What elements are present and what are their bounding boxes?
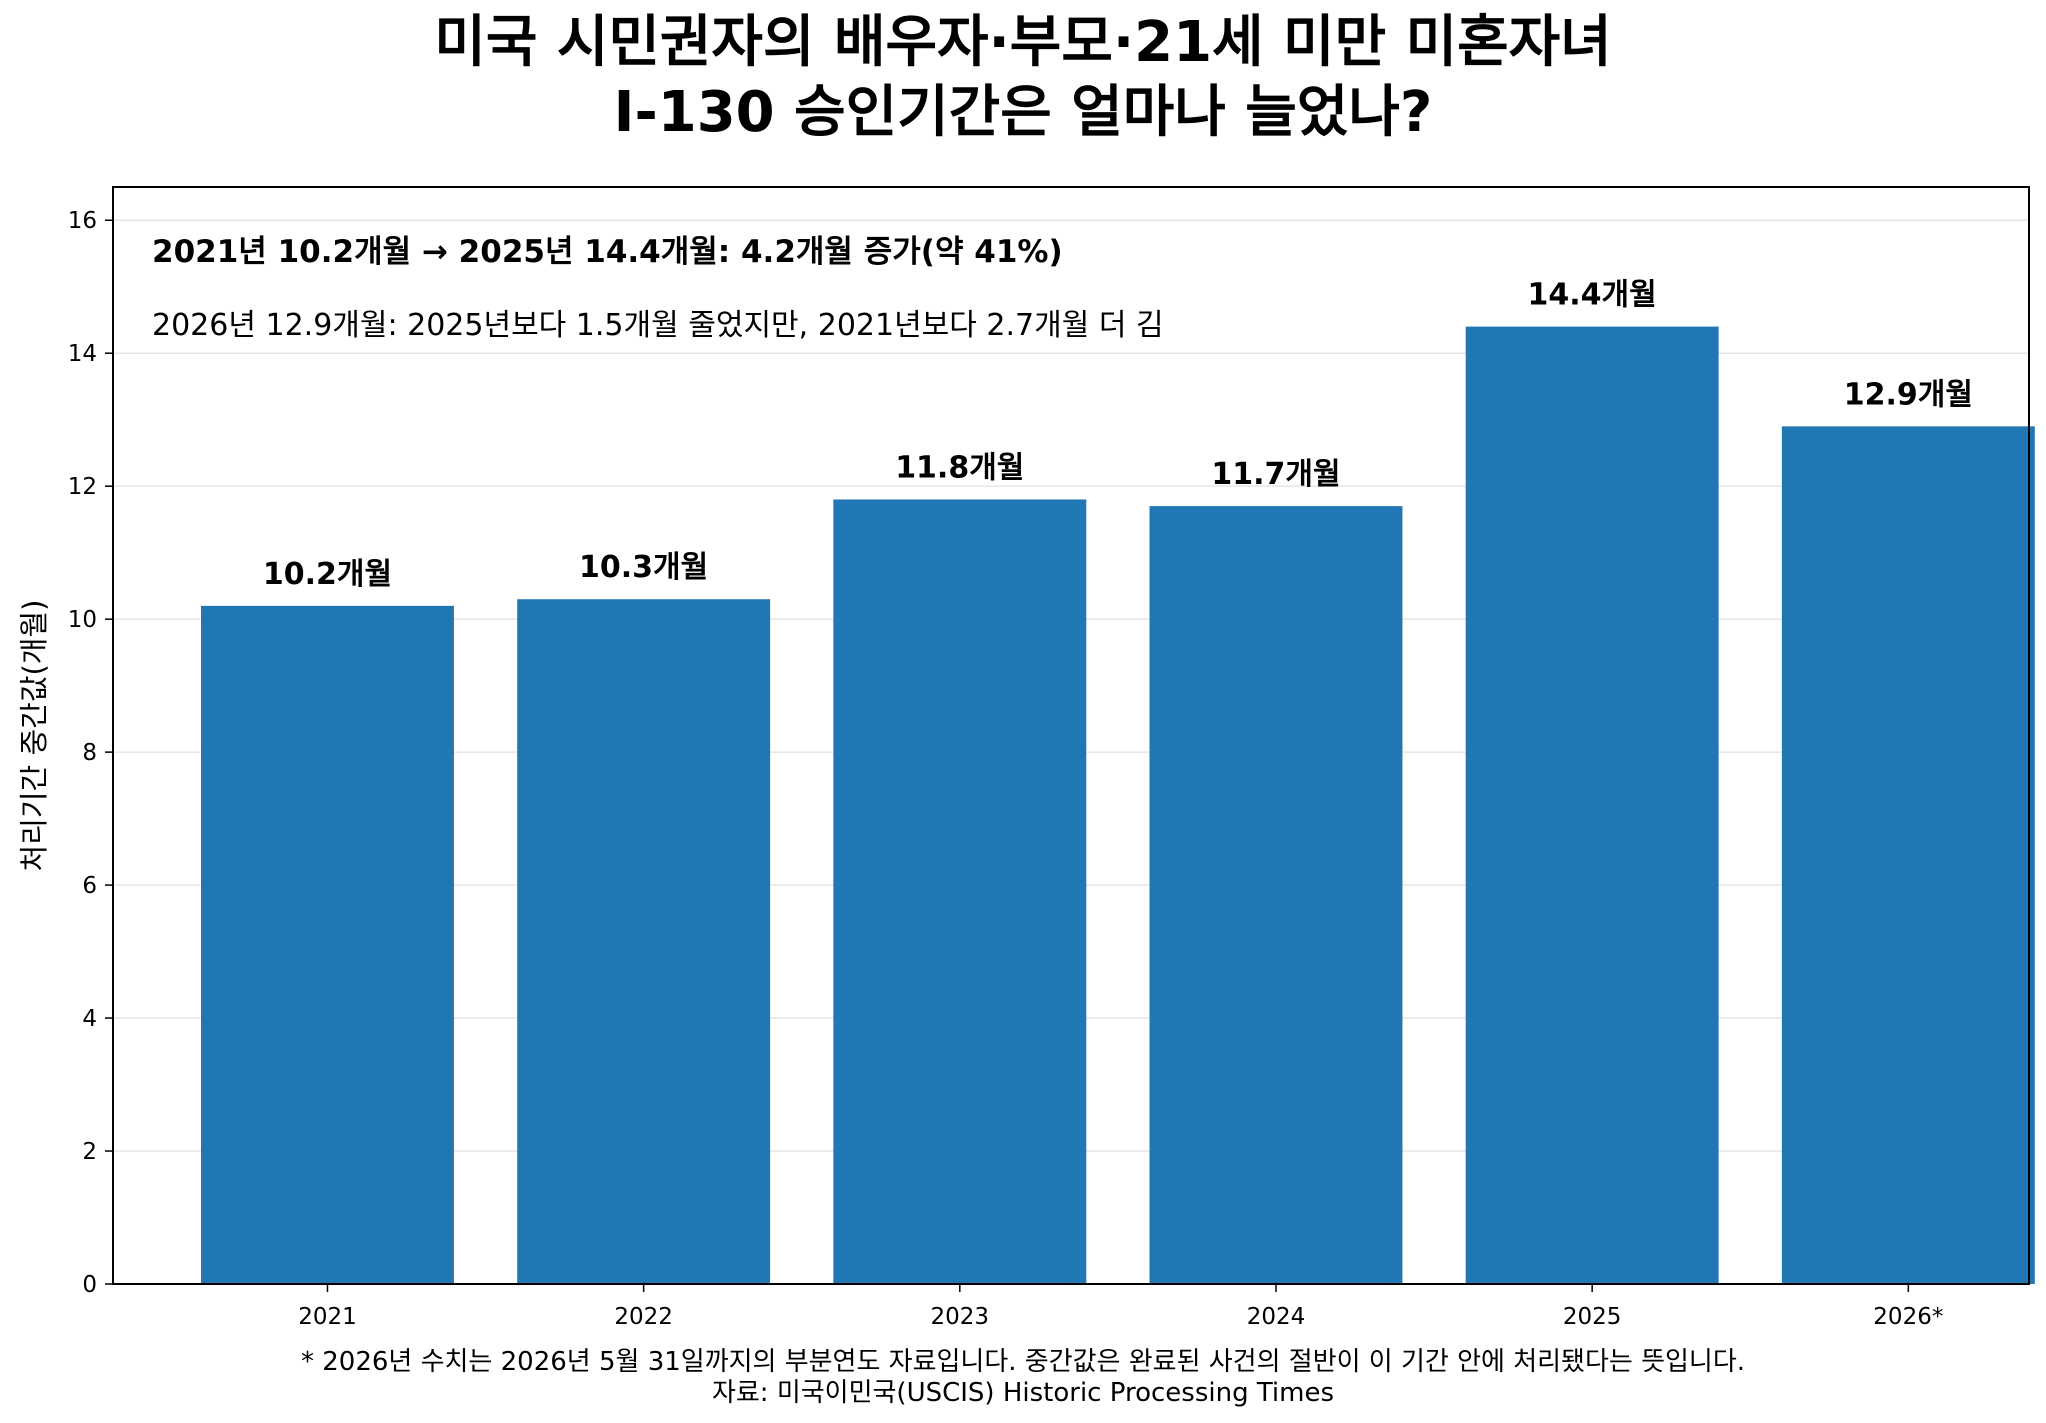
y-tick-label: 2 [82,1139,97,1165]
bar-value-label: 11.8개월 [895,450,1024,485]
y-tick-label: 14 [68,341,97,367]
y-tick-label: 4 [82,1006,97,1032]
bar-value-label: 14.4개월 [1528,278,1657,313]
bar [1149,506,1403,1284]
x-tick-label: 2023 [931,1304,990,1330]
annotation-2026: 2026년 12.9개월: 2025년보다 1.5개월 줄었지만, 2021년보… [152,308,1164,343]
x-tick-label: 2022 [614,1304,673,1330]
x-tick-label: 2021 [298,1304,357,1330]
bar-value-label: 10.2개월 [263,557,392,592]
footnote-source: 자료: 미국이민국(USCIS) Historic Processing Tim… [711,1378,1335,1408]
x-tick-label: 2024 [1247,1304,1306,1330]
bar-value-label: 10.3개월 [579,550,708,585]
y-tick-label: 12 [68,474,97,500]
bar [833,499,1087,1285]
x-tick-label: 2026* [1873,1304,1943,1330]
bar [1781,426,2035,1284]
y-axis-label: 처리기간 중간값(개월) [17,600,51,872]
bar-value-label: 12.9개월 [1844,377,1973,412]
y-tick-label: 8 [82,740,97,766]
y-tick-label: 0 [82,1272,97,1298]
chart-title-line-2: I-130 승인기간은 얼마나 늘었나? [613,80,1433,145]
x-tick-label: 2025 [1563,1304,1622,1330]
y-tick-label: 16 [68,208,97,234]
annotation-increase: 2021년 10.2개월 → 2025년 14.4개월: 4.2개월 증가(약 … [152,234,1063,270]
bar [1465,326,1719,1285]
plot-frame [112,186,2030,1285]
bar [201,605,454,1284]
footnote-partial-year: * 2026년 수치는 2026년 5월 31일까지의 부분연도 자료입니다. … [300,1347,1746,1377]
y-tick-label: 10 [68,607,97,633]
chart-title-line-1: 미국 시민권자의 배우자·부모·21세 미만 미혼자녀 [434,10,1612,75]
bar-value-label: 11.7개월 [1211,457,1340,492]
y-tick-label: 6 [82,873,97,899]
bar [517,599,771,1284]
